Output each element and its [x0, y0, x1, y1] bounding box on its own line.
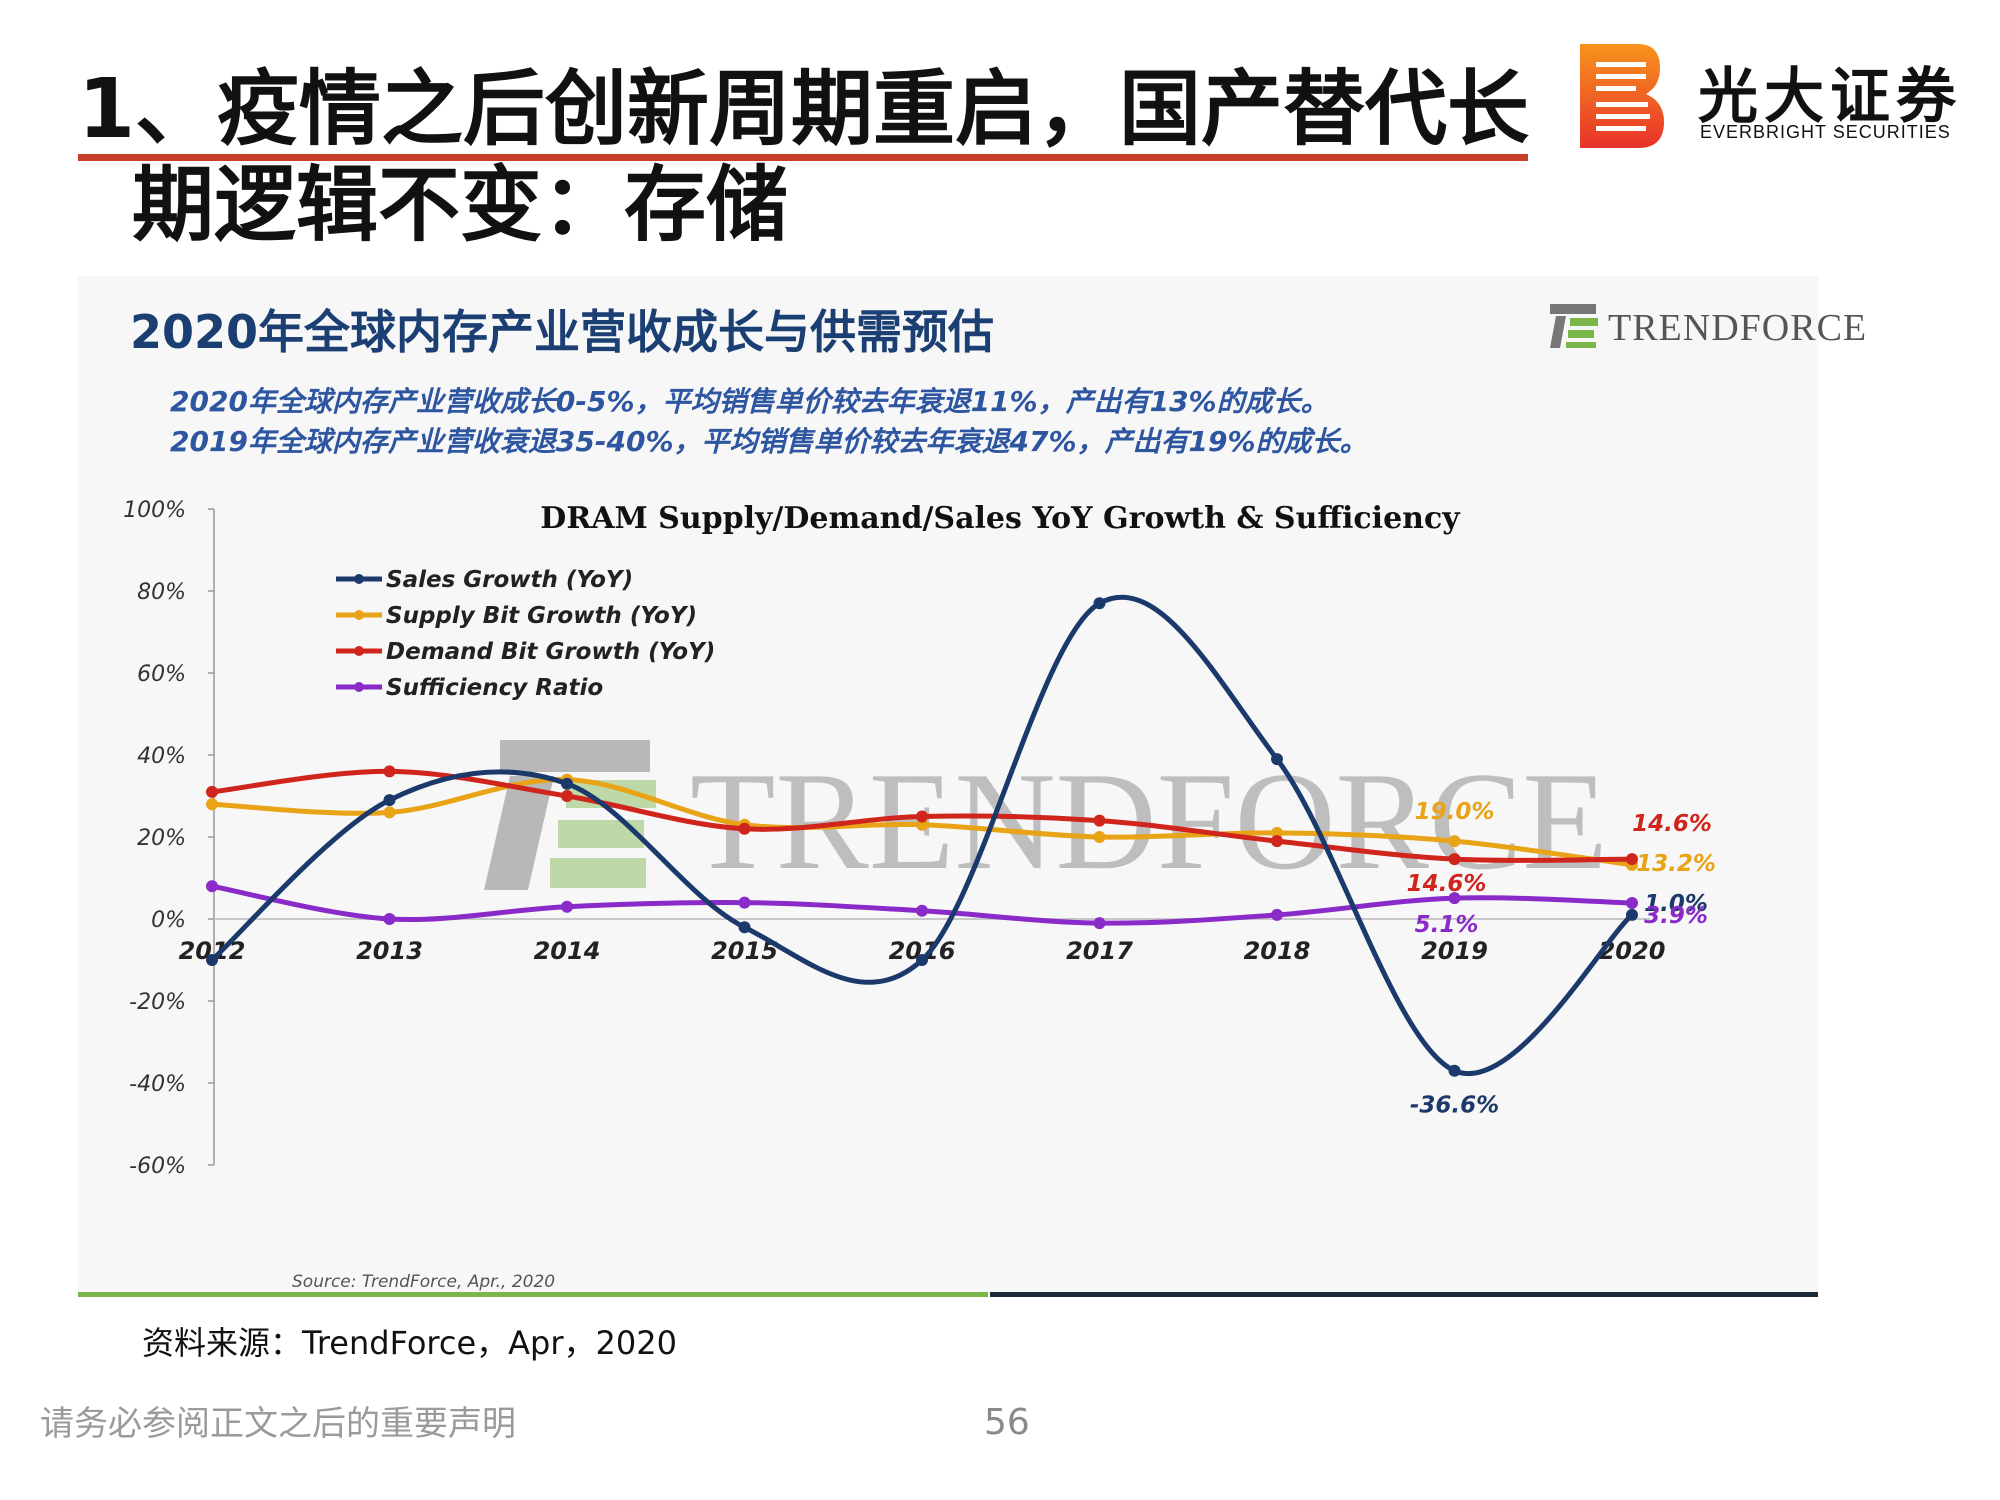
data-label: 5.1%	[1415, 912, 1479, 938]
source-note: 资料来源：TrendForce，Apr，2020	[142, 1324, 677, 1362]
data-point	[916, 954, 928, 966]
data-point	[1271, 826, 1283, 839]
y-tick-label: -40%	[129, 1072, 186, 1097]
x-tick-label: 2014	[534, 937, 601, 965]
data-label: -36.6%	[1410, 1093, 1499, 1119]
legend-marker	[354, 610, 364, 620]
data-point	[738, 921, 751, 934]
data-label: 1.0%	[1644, 891, 1708, 917]
data-point	[1448, 892, 1461, 905]
y-tick-label: 0%	[151, 908, 186, 933]
data-point	[738, 822, 751, 835]
y-tick-label: 40%	[137, 744, 186, 769]
data-point	[1093, 597, 1106, 610]
figure-bottom-rule-green	[78, 1292, 988, 1297]
data-point	[1271, 753, 1283, 766]
y-tick-label: 20%	[137, 826, 186, 851]
chart-title: DRAM Supply/Demand/Sales YoY Growth & Su…	[540, 501, 1461, 536]
figure-source: Source: TrendForce, Apr., 2020	[292, 1272, 556, 1292]
data-point	[383, 806, 396, 819]
data-label: 19.0%	[1415, 799, 1495, 825]
data-point	[1093, 814, 1106, 827]
data-point	[1271, 835, 1283, 848]
data-label: 14.6%	[1632, 811, 1712, 837]
y-tick-label: -60%	[129, 1154, 186, 1179]
y-tick-label: 60%	[137, 662, 186, 687]
data-point	[383, 913, 396, 925]
figure-note-2020: 2020年全球内存产业营收成长0-5%，平均销售单价较去年衰退11%，产出有13…	[170, 385, 1329, 418]
data-point	[561, 790, 573, 802]
data-point	[916, 904, 928, 917]
everbright-logo: 光大证券 EVERBRIGHT SECURITIES	[1580, 44, 1970, 154]
data-label: 13.2%	[1636, 851, 1716, 877]
trendforce-logo: TRENDFORCE	[1550, 302, 1866, 352]
legend-label: Demand Bit Growth (YoY)	[386, 639, 715, 665]
title-underline	[78, 154, 1528, 161]
data-point	[1093, 831, 1106, 843]
series-line-0	[209, 594, 1635, 1076]
logo-english-name: EVERBRIGHT SECURITIES	[1700, 122, 1951, 142]
x-tick-label: 2018	[1244, 937, 1311, 965]
data-point	[206, 798, 218, 811]
x-tick-label: 2017	[1066, 937, 1133, 965]
legend-label: Supply Bit Growth (YoY)	[386, 603, 697, 629]
data-point	[383, 794, 396, 807]
data-point	[561, 900, 573, 913]
data-point	[1626, 897, 1638, 910]
slide-title: 1、疫情之后创新周期重启，国产替代长 期逻辑不变：存储	[78, 62, 1538, 254]
data-label: 14.6%	[1407, 871, 1487, 897]
y-tick-label: 80%	[137, 580, 186, 605]
data-point	[916, 818, 928, 831]
data-point	[1626, 853, 1638, 866]
everbright-logo-icon	[1580, 44, 1664, 148]
data-point	[1271, 908, 1283, 921]
y-tick-label: -20%	[129, 990, 186, 1015]
data-point	[206, 954, 218, 966]
data-point	[561, 777, 573, 790]
data-point	[206, 785, 218, 798]
legend-marker	[354, 574, 364, 584]
data-point	[738, 896, 751, 909]
data-point	[1448, 1064, 1461, 1077]
figure-title: 2020年全球内存产业营收成长与供需预估	[130, 305, 995, 359]
data-label: 3.9%	[1644, 903, 1708, 929]
legend-marker	[354, 646, 364, 656]
legend-label: Sales Growth (YoY)	[386, 567, 633, 593]
page-number: 56	[984, 1402, 1030, 1443]
figure-note-2019: 2019年全球内存产业营收衰退35-40%，平均销售单价较去年衰退47%，产出有…	[170, 425, 1368, 458]
data-point	[1448, 835, 1461, 848]
figure-bottom-rule-dark	[990, 1292, 1818, 1297]
data-point	[916, 810, 928, 823]
figure-panel	[78, 276, 1818, 1296]
x-tick-label: 2013	[356, 937, 423, 965]
data-point	[1626, 908, 1638, 921]
x-tick-label: 2019	[1421, 937, 1488, 965]
slide-title-line2: 期逻辑不变：存储	[132, 158, 789, 253]
disclaimer: 请务必参阅正文之后的重要声明	[40, 1404, 516, 1444]
data-point	[206, 880, 218, 893]
y-tick-label: 100%	[123, 498, 186, 523]
trendforce-logo-icon	[1550, 304, 1598, 348]
legend-marker	[354, 682, 364, 692]
figure-notes: 2020年全球内存产业营收成长0-5%，平均销售单价较去年衰退11%，产出有13…	[170, 382, 1368, 462]
data-point	[383, 765, 396, 778]
logo-chinese-name: 光大证券	[1698, 62, 1962, 132]
data-point	[1448, 853, 1461, 866]
legend-label: Sufficiency Ratio	[386, 675, 603, 701]
slide-title-line1: 1、疫情之后创新周期重启，国产替代长	[78, 62, 1530, 157]
data-point	[1093, 917, 1106, 930]
trendforce-logo-text: TRENDFORCE	[1608, 307, 1868, 349]
